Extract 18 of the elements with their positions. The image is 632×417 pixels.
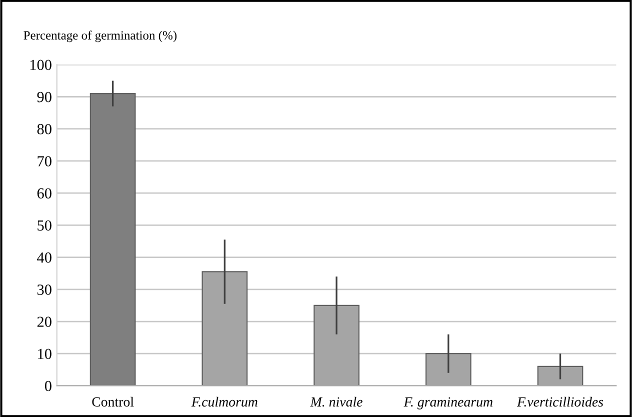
y-tick-label: 0 xyxy=(44,380,52,392)
x-tick-label: Control xyxy=(92,396,134,407)
y-tick-label: 90 xyxy=(37,92,52,102)
y-tick-label: 50 xyxy=(38,220,52,231)
x-tick-label: F.verticillioides xyxy=(516,396,604,407)
y-axis-title: Percentage of germination (%) xyxy=(24,30,177,42)
y-tick-label: 100 xyxy=(30,60,52,70)
x-tick-label: M. nivale xyxy=(310,396,362,407)
y-tick-label: 80 xyxy=(37,124,52,134)
y-tick-label: 70 xyxy=(38,156,52,166)
y-tick-label: 60 xyxy=(37,188,52,199)
y-tick-label: 20 xyxy=(37,316,52,327)
bar xyxy=(90,92,136,386)
y-tick-label: 10 xyxy=(38,348,52,360)
x-tick-label: F.culmorum xyxy=(191,396,258,407)
x-tick-label: F. graminearum xyxy=(404,397,492,410)
y-tick-label: 30 xyxy=(37,284,52,295)
y-tick-label: 40 xyxy=(37,252,52,263)
